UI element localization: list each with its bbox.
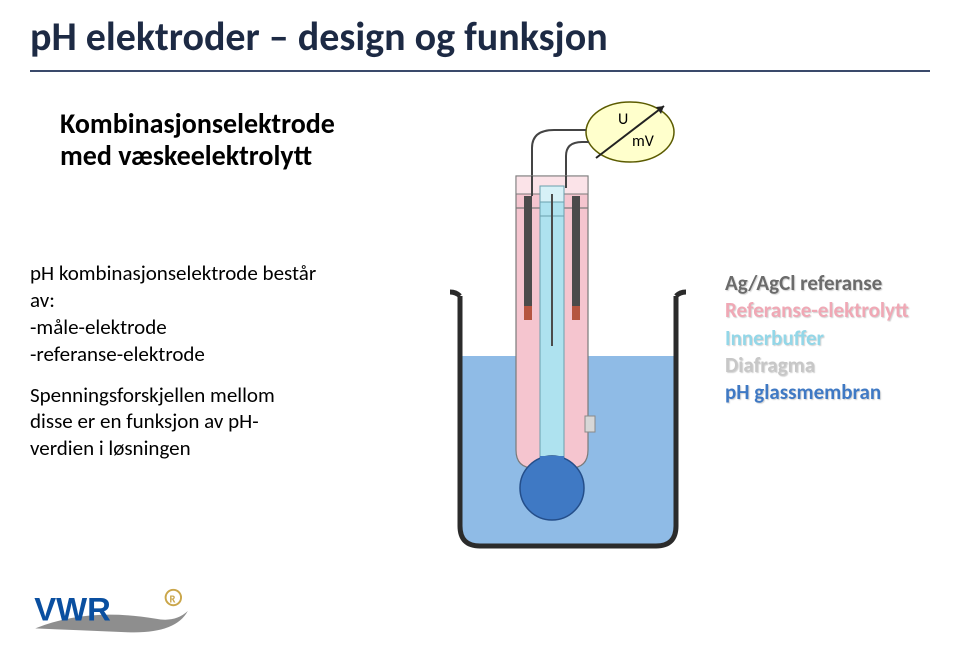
legend: Ag/AgCl referanse Referanse-elektrolytt … — [725, 270, 909, 406]
diaphragm — [585, 416, 595, 432]
subtitle: Kombinasjonselektrode med væskeelektroly… — [60, 108, 335, 172]
title-underline — [30, 70, 930, 72]
slide: pH elektroder – design og funksjon Kombi… — [0, 0, 960, 654]
vwr-logo: VWR R — [30, 584, 195, 640]
electrode-diagram: U mV — [420, 96, 720, 556]
agcl-reference-wire-left — [524, 196, 532, 316]
page-title: pH elektroder – design og funksjon — [30, 12, 608, 61]
body-para2: Spenningsforskjellen mellom disse er en … — [30, 382, 316, 463]
agcl-reference-wire-right — [572, 196, 580, 316]
legend-item-innerbuf: Innerbuffer — [725, 325, 909, 352]
legend-item-glassmemb: pH glassmembran — [725, 379, 909, 406]
subtitle-line2: med væskeelektrolytt — [60, 140, 335, 172]
legend-item-agcl: Ag/AgCl referanse — [725, 270, 909, 297]
logo-text: VWR — [34, 591, 111, 628]
subtitle-line1: Kombinasjonselektrode — [60, 108, 335, 140]
meter-label-u: U — [618, 110, 628, 129]
body-text: pH kombinasjonselektrode består av: -mål… — [30, 260, 316, 476]
legend-item-diaphragm: Diafragma — [725, 352, 909, 379]
legend-item-ref-elyte: Referanse-elektrolytt — [725, 297, 909, 324]
lead-wires — [532, 130, 589, 176]
body-intro: pH kombinasjonselektrode består av: -mål… — [30, 260, 316, 368]
meter-readout: U mV — [586, 102, 674, 162]
meter-label-mv: mV — [632, 132, 655, 151]
svg-text:R: R — [169, 592, 175, 605]
